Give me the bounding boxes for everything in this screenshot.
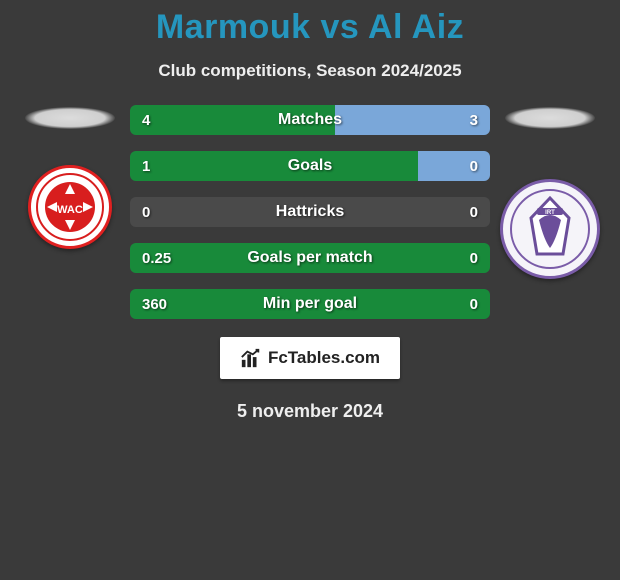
- stat-value-left: 360: [142, 296, 167, 313]
- stat-value-left: 1: [142, 158, 150, 175]
- stat-value-right: 0: [470, 158, 478, 175]
- left-team-col: WAC: [10, 105, 130, 249]
- team-logo-right: IRT: [500, 179, 600, 279]
- stat-label: Goals: [288, 157, 332, 175]
- crest-right-icon: IRT: [509, 188, 591, 270]
- page-subtitle: Club competitions, Season 2024/2025: [158, 61, 461, 81]
- stat-value-right: 3: [470, 112, 478, 129]
- stat-bar-right: [335, 105, 490, 135]
- crest-left-icon: WAC: [35, 172, 105, 242]
- footer-date: 5 november 2024: [237, 401, 383, 422]
- branding-text: FcTables.com: [268, 348, 380, 368]
- svg-text:WAC: WAC: [57, 204, 83, 216]
- stat-value-right: 0: [470, 296, 478, 313]
- stat-row: 0 0 Hattricks: [130, 197, 490, 227]
- stat-row: 1 0 Goals: [130, 151, 490, 181]
- stat-row: 360 0 Min per goal: [130, 289, 490, 319]
- oval-shadow-left: [25, 107, 115, 129]
- stat-label: Matches: [278, 111, 342, 129]
- stat-label: Hattricks: [276, 203, 344, 221]
- stat-bars: 4 3 Matches 1 0 Goals 0 0 Hattricks 0.25 0 Goals pe…: [130, 105, 490, 319]
- right-team-col: IRT: [490, 105, 610, 279]
- main-row: WAC 4 3 Matches 1 0 Goals 0 0 Hattricks 0.25 0 Goal…: [0, 105, 620, 319]
- infographic-container: Marmouk vs Al Aiz Club competitions, Sea…: [0, 0, 620, 422]
- oval-shadow-right: [505, 107, 595, 129]
- stat-row: 4 3 Matches: [130, 105, 490, 135]
- stat-value-left: 4: [142, 112, 150, 129]
- stat-bar-left: [130, 151, 418, 181]
- bar-chart-icon: [240, 347, 262, 369]
- stat-label: Goals per match: [247, 249, 372, 267]
- stat-value-left: 0.25: [142, 250, 171, 267]
- team-logo-left: WAC: [28, 165, 112, 249]
- stat-bar-right: [418, 151, 490, 181]
- stat-row: 0.25 0 Goals per match: [130, 243, 490, 273]
- branding-box[interactable]: FcTables.com: [220, 337, 400, 379]
- stat-value-right: 0: [470, 250, 478, 267]
- stat-value-right: 0: [470, 204, 478, 221]
- svg-text:IRT: IRT: [545, 210, 555, 216]
- stat-label: Min per goal: [263, 295, 357, 313]
- page-title: Marmouk vs Al Aiz: [156, 8, 464, 47]
- stat-value-left: 0: [142, 204, 150, 221]
